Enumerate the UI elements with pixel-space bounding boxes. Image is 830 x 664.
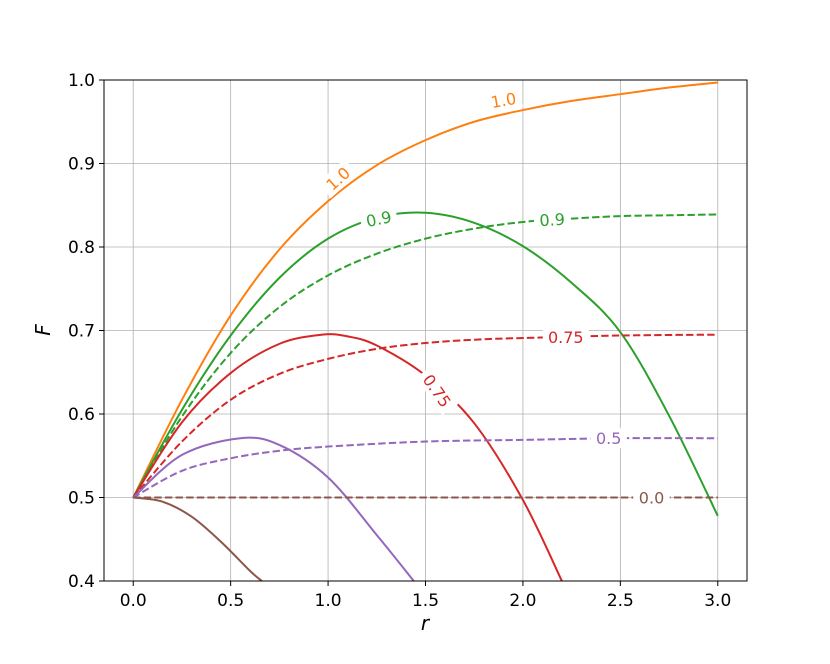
curve-label: 0.9 — [364, 207, 393, 231]
ticks: 0.0 0.5 1.0 1.5 2.0 2.5 3.0 0.4 0.5 0.6 0.7 0.8 0.9 1… — [68, 71, 731, 611]
y-axis-label: F — [31, 324, 55, 336]
y-tick-label: 0.9 — [68, 155, 95, 175]
curve-label-background — [358, 205, 399, 233]
curve-label-background — [415, 366, 459, 416]
curve-label-group: 0.5 — [590, 428, 627, 449]
curve-label-background — [590, 428, 627, 449]
curve-label-background — [542, 327, 589, 348]
series-line-solid-0 — [132, 81, 718, 498]
curve-label-group: 1.0 — [483, 87, 524, 114]
curve-label: 1.0 — [489, 89, 517, 112]
y-tick-label: 0.6 — [68, 405, 95, 425]
y-tick-label: 1.0 — [68, 71, 95, 91]
series-line-solid-5 — [132, 436, 415, 582]
series-line-solid-3 — [132, 333, 563, 582]
curve-label: 0.5 — [596, 429, 621, 448]
x-tick-label: 0.5 — [217, 591, 244, 611]
series-line-solid-7 — [133, 496, 263, 582]
curve-label-group: 0.9 — [358, 205, 399, 233]
x-tick-label: 2.5 — [607, 591, 634, 611]
curve-label: 0.9 — [539, 210, 565, 230]
curve-label-group: 0.75 — [542, 327, 589, 348]
curve-label: 0.0 — [639, 489, 664, 508]
curve-label-background — [533, 208, 571, 231]
y-tick-label: 0.4 — [68, 572, 95, 592]
curve-label-group: 0.9 — [533, 208, 571, 231]
series-line-dashed-2 — [132, 213, 718, 499]
curve-label-background — [633, 487, 670, 508]
curve-labels: 1.01.00.9 0.90.750.750.50.0 — [317, 87, 670, 508]
x-tick-label: 3.0 — [704, 591, 731, 611]
curve-label: 0.75 — [548, 328, 584, 347]
x-tick-label: 0.0 — [120, 591, 147, 611]
x-axis-label: r — [421, 611, 431, 635]
x-tick-label: 2.0 — [509, 591, 536, 611]
y-tick-label: 0.5 — [68, 489, 95, 509]
curve-label-background — [317, 158, 359, 199]
y-tick-label: 0.7 — [68, 322, 95, 342]
curve-label-group: 0.0 — [633, 487, 670, 508]
series-line-solid-1 — [132, 211, 719, 517]
x-tick-label: 1.0 — [315, 591, 342, 611]
y-tick-label: 0.8 — [68, 238, 95, 258]
curve-label-background — [483, 87, 524, 114]
x-tick-label: 1.5 — [412, 591, 439, 611]
